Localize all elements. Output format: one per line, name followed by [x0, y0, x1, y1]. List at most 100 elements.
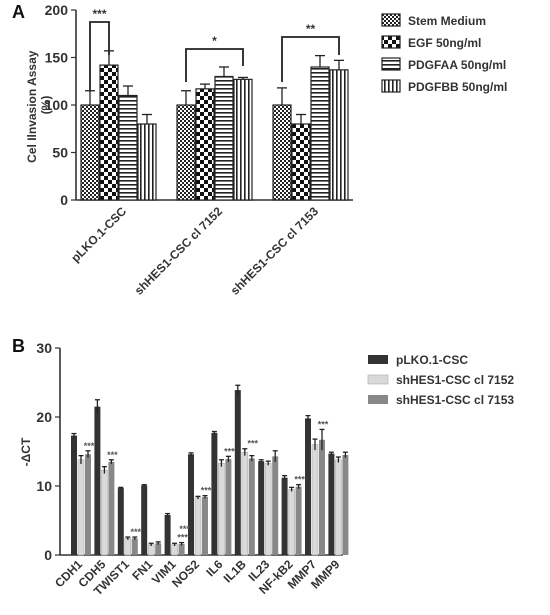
panel-a-bar [233, 78, 253, 201]
panel-a-significance-bracket [185, 48, 244, 82]
panel-b-y-tick-label: 30 [36, 340, 52, 356]
panel-b-y-tick-label: 20 [36, 409, 52, 425]
panel-b-bar [295, 486, 302, 555]
panel-b-bar [335, 459, 342, 556]
panel-b-bar [77, 459, 85, 556]
panel-b-bar [342, 454, 349, 555]
panel-b-significance-label: *** [84, 441, 95, 451]
panel-b-category-label: NOS2 [169, 557, 202, 590]
panel-b-significance-label: *** [248, 439, 259, 449]
panel-b-bar [85, 454, 91, 555]
panel-a-significance-bracket [89, 21, 110, 91]
panel-b-significance-label: *** [201, 486, 212, 496]
panel-b-bar [178, 543, 185, 555]
panel-a-bar [291, 123, 311, 201]
panel-a-y-tick-label: 0 [60, 192, 68, 208]
panel-b-bar [281, 477, 288, 555]
panel-a-legend-label: Stem Medium [408, 14, 486, 28]
panel-b-y-tick-label: 0 [44, 547, 52, 563]
panel-a-legend-label: PDGFBB 50ng/ml [408, 80, 507, 94]
panel-a-category-label: shHES1-CSC cl 7153 [228, 204, 322, 298]
panel-b-bar [194, 497, 202, 556]
panel-b-significance-label: *** [131, 527, 142, 537]
panel-a-bar [99, 64, 119, 201]
panel-a-category-label: shHES1-CSC cl 7152 [132, 204, 226, 298]
panel-a-y-axis-title-line1: Cel Ilnvasion Assay [25, 50, 39, 163]
panel-a-significance-label: * [212, 34, 217, 48]
panel-a-significance-bracket [281, 36, 340, 82]
panel-a-legend-label: EGF 50ng/ml [408, 36, 481, 50]
panel-b-significance-label: *** [318, 419, 329, 429]
panel-a-y-tick-label: 200 [45, 2, 69, 18]
panel-a-bar [329, 69, 349, 201]
panel-b-bar [171, 544, 178, 556]
panel-b-bar [147, 544, 155, 556]
panel-b-bar [117, 488, 124, 555]
panel-a-legend-label: PDGFAA 50ng/ml [408, 58, 506, 72]
panel-b-legend-label: pLKO.1-CSC [396, 353, 468, 367]
panel-a-y-tick-label: 50 [52, 145, 68, 161]
panel-b-legend-swatch [368, 395, 388, 404]
panel-b-bar [319, 439, 325, 555]
panel-b-bar [155, 543, 162, 555]
panel-a-bar [195, 88, 215, 201]
panel-a-bar [118, 94, 138, 201]
panel-a-letter: A [12, 2, 25, 22]
panel-a-legend-swatch [381, 13, 401, 27]
panel-b-bar [311, 444, 319, 556]
panel-b-legend-label: shHES1-CSC cl 7153 [396, 393, 514, 407]
panel-a: A Cel Ilnvasion Assay (%) 0 50 100 150 200 p… [12, 2, 507, 298]
panel-a-y-tick-label: 100 [45, 97, 69, 113]
panel-b-bar [234, 390, 241, 555]
panel-a-legend-swatch [381, 79, 401, 93]
panel-b-legend-swatch [368, 355, 388, 364]
panel-b-bar [264, 462, 272, 556]
panel-b-significance-label: *** [179, 524, 190, 534]
panel-a-bar [137, 123, 157, 201]
panel-b-bar [131, 538, 138, 555]
panel-b-bar [71, 435, 77, 555]
panel-b-bar [305, 418, 311, 555]
panel-b-bar [188, 454, 194, 555]
panel-b-bar [94, 406, 101, 555]
panel-b-bar [124, 538, 132, 556]
panel-b-y-tick-label: 10 [36, 478, 52, 494]
panel-b-bar [211, 432, 218, 555]
panel-a-bar [310, 66, 330, 201]
panel-a-category-label: pLKO.1-CSC [68, 204, 129, 265]
panel-b-bar [328, 453, 335, 555]
panel-b-bar [141, 485, 148, 555]
panel-b-bar [202, 497, 208, 555]
panel-a-bar [214, 75, 234, 201]
panel-a-bar [80, 104, 100, 201]
panel-a-y-axis-title: Cel Ilnvasion Assay (%) [25, 47, 53, 163]
panel-b-y-axis-title: -ΔCT [19, 437, 33, 466]
panel-b-bar [108, 461, 115, 555]
panel-b-bar [258, 461, 265, 555]
panel-b-significance-label: *** [177, 533, 188, 543]
panel-b-significance-label: *** [224, 446, 235, 456]
panel-b-bar [164, 514, 171, 555]
panel-b-significance-label: *** [294, 475, 305, 485]
panel-a-bar [272, 104, 292, 201]
panel-a-y-axis-title-line2: (%) [39, 96, 53, 115]
panel-b-bar [225, 459, 232, 555]
panel-b-bar [248, 458, 255, 555]
panel-a-significance-label: *** [92, 7, 106, 21]
panel-a-bar [176, 104, 196, 201]
panel-b-bar [288, 489, 295, 556]
panel-b-bar [218, 462, 225, 556]
panel-a-legend-swatch [381, 35, 401, 49]
panel-b-bar [101, 469, 108, 556]
panel-b-bar [241, 451, 249, 556]
panel-b-significance-label: *** [107, 450, 118, 460]
panel-a-legend-swatch [381, 57, 401, 71]
panel-a-significance-label: ** [306, 22, 316, 36]
panel-b-category-label: IL1B [221, 557, 250, 586]
panel-b-legend-swatch [367, 374, 389, 385]
panel-b-legend-label: shHES1-CSC cl 7152 [396, 373, 514, 387]
panel-b-bar [272, 456, 279, 555]
panel-a-y-tick-label: 150 [45, 50, 69, 66]
